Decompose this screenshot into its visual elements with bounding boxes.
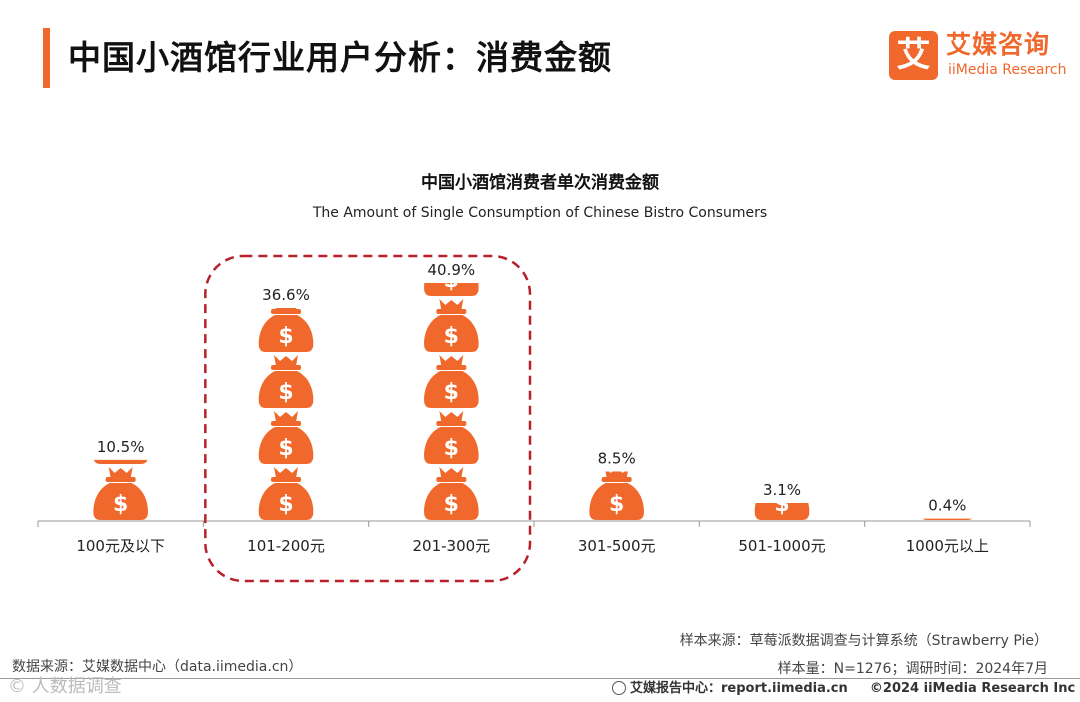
svg-text:$: $ — [940, 436, 955, 461]
report-center-link[interactable]: report.iimedia.cn — [721, 681, 848, 696]
svg-text:$: $ — [278, 492, 293, 517]
x-tick-label: 101-200元 — [247, 537, 325, 555]
watermark: © 人数据调查 — [8, 676, 122, 697]
globe-icon — [612, 681, 626, 695]
data-label: 3.1% — [763, 481, 801, 499]
sample-info: 样本量：N=1276；调研时间：2024年7月 — [777, 661, 1048, 677]
logo-mark-icon: 艾 — [889, 31, 938, 80]
x-tick-label: 501-1000元 — [738, 537, 825, 555]
bar-101-200元: $$$$$ — [258, 308, 314, 520]
data-label: 0.4% — [928, 497, 966, 515]
svg-text:$: $ — [278, 324, 293, 349]
copyright: ©2024 iiMedia Research Inc — [869, 681, 1076, 696]
svg-text:$: $ — [444, 212, 459, 237]
report-center-label: 艾媒报告中心： — [630, 681, 722, 696]
data-label: 8.5% — [598, 450, 636, 468]
svg-text:$: $ — [113, 492, 128, 517]
svg-text:$: $ — [113, 436, 128, 461]
highlight-box — [204, 254, 532, 583]
data-label: 10.5% — [97, 438, 145, 456]
chart-subtitle: The Amount of Single Consumption of Chin… — [312, 205, 768, 221]
x-tick-label: 1000元以上 — [906, 537, 989, 555]
data-source: 数据来源：艾媒数据中心（data.iimedia.cn） — [12, 659, 303, 675]
svg-text:$: $ — [278, 436, 293, 461]
logo-name-cn: 艾媒咨询 — [946, 30, 1051, 59]
svg-text:$: $ — [444, 492, 459, 517]
data-label: 40.9% — [428, 261, 476, 279]
svg-text:$: $ — [278, 380, 293, 405]
data-label: 36.6% — [262, 286, 310, 304]
chart-title: 中国小酒馆消费者单次消费金额 — [421, 173, 659, 193]
svg-text:$: $ — [444, 436, 459, 461]
x-tick-label: 100元及以下 — [76, 537, 165, 555]
bar-100元及以下: $ $ $ — [93, 380, 148, 520]
svg-text:$: $ — [774, 436, 789, 461]
bar-201-300元: $ $ $ $ $ $ — [424, 212, 479, 520]
bar-1000元以上: $$ — [922, 436, 973, 520]
svg-text:$: $ — [444, 268, 459, 293]
title-accent-bar — [43, 28, 50, 88]
page-title: 中国小酒馆行业用户分析：消费金额 — [68, 38, 612, 77]
svg-text:$: $ — [113, 380, 128, 405]
brand-logo: 艾 艾媒咨询 iiMedia Research — [889, 30, 1069, 82]
svg-text:$: $ — [774, 492, 789, 517]
bar-301-500元: $$ — [589, 471, 644, 520]
x-tick-label: 201-300元 — [412, 537, 490, 555]
svg-text:$: $ — [444, 380, 459, 405]
footer-divider — [0, 678, 1080, 679]
svg-text:$: $ — [609, 492, 624, 517]
svg-text:$: $ — [444, 324, 459, 349]
logo-name-en: iiMedia Research — [948, 62, 1067, 78]
sample-source: 样本来源：草莓派数据调查与计算系统（Strawberry Pie） — [679, 633, 1048, 649]
x-tick-label: 301-500元 — [578, 537, 656, 555]
footer-bar: 艾媒报告中心：report.iimedia.cn ©2024 iiMedia R… — [612, 680, 1075, 698]
bar-501-1000元: $$ — [754, 436, 810, 520]
